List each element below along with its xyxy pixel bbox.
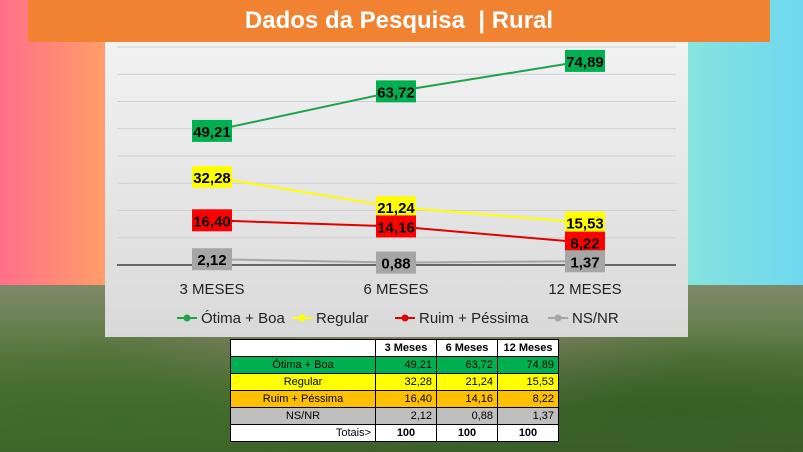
legend-entry: Regular xyxy=(316,310,369,327)
data-label: 32,28 xyxy=(193,170,231,187)
table-row-label: Ótima + Boa xyxy=(230,356,376,374)
table-total-cell: 100 xyxy=(436,424,498,442)
table-cell: 74,89 xyxy=(497,356,559,374)
data-label-box xyxy=(192,166,232,189)
table-cell: 21,24 xyxy=(436,373,498,391)
table-cell: 14,16 xyxy=(436,390,498,408)
data-label-box xyxy=(376,215,416,238)
data-label: 0,88 xyxy=(381,256,410,273)
table-cell: 32,28 xyxy=(375,373,437,391)
data-label-box xyxy=(376,196,416,219)
data-label: 74,89 xyxy=(566,54,604,71)
legend-swatch-marker xyxy=(298,314,306,322)
table-cell: 2,12 xyxy=(375,407,437,425)
chart-svg: 3 MESES 6 MESES 12 MESES 49,21 63,72 74,89 32,… xyxy=(117,46,676,327)
data-label: 2,12 xyxy=(197,252,226,269)
table-cell: 16,40 xyxy=(375,390,437,408)
legend-swatch-marker xyxy=(183,314,191,322)
data-label-box xyxy=(565,49,605,72)
table-row: Ruim + Péssima 16,40 14,16 8,22 xyxy=(230,390,559,408)
data-label-box xyxy=(192,248,232,271)
legend-swatch-marker xyxy=(554,314,562,322)
legend-entry: NS/NR xyxy=(572,310,619,327)
data-label: 63,72 xyxy=(377,84,415,101)
data-label: 8,22 xyxy=(570,236,599,253)
table-cell: 8,22 xyxy=(497,390,559,408)
table-row-label: Regular xyxy=(230,373,376,391)
data-table: 3 Meses 6 Meses 12 Meses Ótima + Boa 49,… xyxy=(230,339,559,442)
data-label: 21,24 xyxy=(377,200,415,217)
x-tick-label: 3 MESES xyxy=(179,281,244,298)
table-row-label: Ruim + Péssima xyxy=(230,390,376,408)
table-header-row: 3 Meses 6 Meses 12 Meses xyxy=(230,339,559,357)
data-label: 15,53 xyxy=(566,216,604,233)
table-header-cell xyxy=(230,339,376,357)
data-label-box xyxy=(565,250,605,273)
table-totals-label: Totais> xyxy=(230,424,376,442)
table-cell: 63,72 xyxy=(436,356,498,374)
table-row: Regular 32,28 21,24 15,53 xyxy=(230,373,559,391)
data-label: 1,37 xyxy=(570,254,599,271)
data-label-box xyxy=(192,119,232,142)
line-chart: 3 MESES 6 MESES 12 MESES 49,21 63,72 74,89 32,… xyxy=(105,42,688,337)
table-row-label: NS/NR xyxy=(230,407,376,425)
table-header-cell: 12 Meses xyxy=(497,339,559,357)
table-cell: 49,21 xyxy=(375,356,437,374)
x-tick-label: 6 MESES xyxy=(363,281,428,298)
table-total-cell: 100 xyxy=(375,424,437,442)
table-row: Ótima + Boa 49,21 63,72 74,89 xyxy=(230,356,559,374)
data-label-box xyxy=(376,80,416,103)
data-label-box xyxy=(376,251,416,274)
legend-entry: Ruim + Péssima xyxy=(419,310,529,327)
table-total-cell: 100 xyxy=(497,424,559,442)
table-cell: 15,53 xyxy=(497,373,559,391)
table-totals-row: Totais> 100 100 100 xyxy=(230,424,559,442)
data-label: 14,16 xyxy=(377,219,415,236)
table-header-cell: 6 Meses xyxy=(436,339,498,357)
data-label: 16,40 xyxy=(193,213,231,230)
data-label-box xyxy=(565,211,605,234)
table-row: NS/NR 2,12 0,88 1,37 xyxy=(230,407,559,425)
data-label: 49,21 xyxy=(193,124,231,141)
legend-entry: Ótima + Boa xyxy=(201,310,285,327)
table-cell: 1,37 xyxy=(497,407,559,425)
data-label-box xyxy=(565,231,605,254)
legend-swatch-marker xyxy=(401,314,409,322)
x-tick-label: 12 MESES xyxy=(548,281,621,298)
table-header-cell: 3 Meses xyxy=(375,339,437,357)
table-cell: 0,88 xyxy=(436,407,498,425)
page-title: Dados da Pesquisa | Rural xyxy=(28,0,770,42)
data-label-box xyxy=(192,209,232,232)
